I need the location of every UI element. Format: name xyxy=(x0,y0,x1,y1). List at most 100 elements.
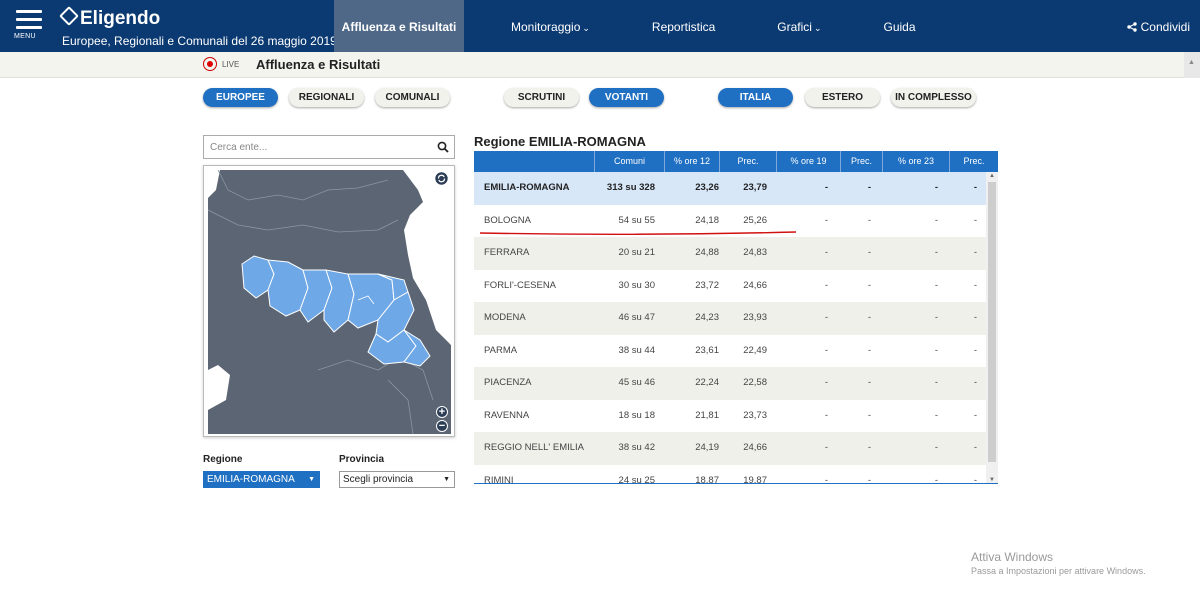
table-cell: - xyxy=(867,344,871,356)
provincia-select[interactable]: Scegli provincia ▼ xyxy=(339,471,455,488)
table-cell: - xyxy=(824,377,828,388)
nav-affluenza-risultati[interactable]: Affluenza e Risultati xyxy=(334,0,464,52)
row-name-cell[interactable]: MODENA xyxy=(484,312,526,323)
row-name-cell[interactable]: FERRARA xyxy=(484,247,530,258)
nav-guida[interactable]: Guida xyxy=(884,0,916,52)
zoom-in-icon[interactable]: + xyxy=(436,406,448,418)
live-indicator-icon xyxy=(203,57,217,71)
row-name-cell[interactable]: REGGIO NELL' EMILIA xyxy=(484,442,585,453)
table-row[interactable]: RAVENNA 18 su 18 21,81 23,73 - - - - xyxy=(474,399,986,432)
table-cell: - xyxy=(934,182,938,193)
table-cell: 54 su 55 xyxy=(618,214,655,226)
search-input[interactable] xyxy=(210,140,430,155)
table-cell: - xyxy=(934,409,938,421)
table-cell: - xyxy=(973,279,977,291)
row-name-cell[interactable]: PARMA xyxy=(484,344,518,356)
nav-label: Monitoraggio xyxy=(511,20,581,34)
dropdown-arrow-icon: ▼ xyxy=(308,476,315,483)
table-cell: - xyxy=(824,409,828,421)
table-row[interactable]: REGGIO NELL' EMILIA 38 su 42 24,19 24,66 - - -… xyxy=(474,432,986,465)
table-cell: - xyxy=(824,247,828,258)
nav-reportistica[interactable]: Reportistica xyxy=(652,0,715,52)
table-cell: 23,72 xyxy=(695,279,719,291)
table-cell: - xyxy=(973,247,977,258)
hamburger-icon xyxy=(16,10,42,13)
live-badge: LIVE xyxy=(222,60,240,69)
table-cell: 24,19 xyxy=(695,442,719,453)
table-cell: 25,26 xyxy=(743,214,767,226)
row-name-cell[interactable]: FORLI'-CESENA xyxy=(484,279,557,291)
table-row[interactable]: MODENA 46 su 47 24,23 23,93 - - - - xyxy=(474,302,986,335)
column-header: % ore 12 xyxy=(664,151,719,172)
table-cell: - xyxy=(867,279,871,291)
column-header: Comuni xyxy=(594,151,664,172)
dropdown-arrow-icon: ▼ xyxy=(443,476,450,483)
table-scrollbar[interactable]: ▲ ▼ xyxy=(986,172,998,483)
scroll-up-icon[interactable]: ▲ xyxy=(989,173,995,179)
table-cell: - xyxy=(973,377,977,388)
filter-in-complesso[interactable]: IN COMPLESSO xyxy=(891,88,976,107)
table-row[interactable]: PIACENZA 45 su 46 22,24 22,58 - - - - xyxy=(474,367,986,400)
table-cell: 21,81 xyxy=(695,409,719,421)
provincia-select-value: Scegli provincia xyxy=(343,474,414,485)
table-row[interactable]: PARMA 38 su 44 23,61 22,49 - - - - xyxy=(474,334,986,367)
share-icon xyxy=(1127,22,1137,32)
page-scrollbar[interactable] xyxy=(1184,52,1200,78)
filter-estero[interactable]: ESTERO xyxy=(805,88,880,107)
filter-regionali[interactable]: REGIONALI xyxy=(289,88,364,107)
eligendo-logo[interactable]: Eligendo xyxy=(59,6,161,30)
scroll-down-icon[interactable]: ▼ xyxy=(989,477,995,483)
row-name-cell[interactable]: RIMINI xyxy=(484,474,514,484)
nav-label: Grafici xyxy=(777,20,812,34)
row-name-cell[interactable]: EMILIA-ROMAGNA xyxy=(484,182,570,193)
table-cell: - xyxy=(824,442,828,453)
table-cell: - xyxy=(934,344,938,356)
table-cell: - xyxy=(934,214,938,226)
table-row[interactable]: RIMINI 24 su 25 18,87 19,87 - - - - xyxy=(474,464,986,484)
row-name-cell[interactable]: PIACENZA xyxy=(484,377,532,388)
table-cell: 19,87 xyxy=(743,474,767,484)
filter-votanti[interactable]: VOTANTI xyxy=(589,88,664,107)
filter-europee[interactable]: EUROPEE xyxy=(203,88,278,107)
table-cell: 24,83 xyxy=(743,247,767,258)
filter-comunali[interactable]: COMUNALI xyxy=(375,88,450,107)
results-table-body: RIMINI 24 su 25 18,87 19,87- - - - REGGIO NELL'… xyxy=(474,172,998,484)
hamburger-icon-line xyxy=(16,26,42,29)
regione-select[interactable]: EMILIA-ROMAGNA ▼ xyxy=(203,471,320,488)
row-name-cell[interactable]: RAVENNA xyxy=(484,409,530,421)
share-label: Condividi xyxy=(1140,20,1190,34)
scrollbar-thumb[interactable] xyxy=(988,182,996,462)
menu-label: MENU xyxy=(14,33,36,40)
search-icon[interactable] xyxy=(437,141,449,153)
emilia-romagna-map[interactable] xyxy=(208,170,451,434)
menu-button[interactable]: MENU xyxy=(14,10,44,44)
table-row-total[interactable]: EMILIA-ROMAGNA 313 su 328 23,26 23,79 - - - - xyxy=(474,172,986,205)
table-cell: 45 su 46 xyxy=(618,377,655,388)
chevron-down-icon: ⌄ xyxy=(813,23,822,33)
logo-text: Eligendo xyxy=(80,8,161,29)
table-row[interactable]: FERRARA 20 su 21 24,88 24,83 - - - - xyxy=(474,237,986,270)
table-cell: 23,61 xyxy=(695,344,719,356)
filter-italia[interactable]: ITALIA xyxy=(718,88,793,107)
column-header: Prec. xyxy=(840,151,882,172)
zoom-out-icon[interactable]: − xyxy=(436,420,448,432)
nav-label: Affluenza e Risultati xyxy=(341,20,457,34)
table-cell: 38 su 44 xyxy=(618,344,655,356)
region-map[interactable]: + − xyxy=(203,165,455,437)
share-button[interactable]: Condividi xyxy=(1127,20,1190,34)
red-underline-annotation xyxy=(480,231,796,235)
nav-monitoraggio[interactable]: Monitoraggio ⌄ xyxy=(511,0,590,52)
row-name-cell[interactable]: BOLOGNA xyxy=(484,214,531,226)
nav-grafici[interactable]: Grafici ⌄ xyxy=(777,0,821,52)
filter-scrutini[interactable]: SCRUTINI xyxy=(504,88,579,107)
top-navigation-bar: MENU Eligendo Europee, Regionali e Comun… xyxy=(0,0,1200,52)
table-row[interactable]: BOLOGNA 54 su 55 24,18 25,26 - - - - xyxy=(474,204,986,237)
table-cell: - xyxy=(973,214,977,226)
regione-select-value: EMILIA-ROMAGNA xyxy=(207,474,295,485)
table-title: Regione EMILIA-ROMAGNA xyxy=(474,134,646,149)
table-cell: - xyxy=(934,474,938,484)
table-cell: 18 su 18 xyxy=(618,409,655,421)
refresh-icon[interactable] xyxy=(435,172,448,185)
table-cell: - xyxy=(824,279,828,291)
table-row[interactable]: FORLI'-CESENA 30 su 30 23,72 24,66 - - - - xyxy=(474,269,986,302)
